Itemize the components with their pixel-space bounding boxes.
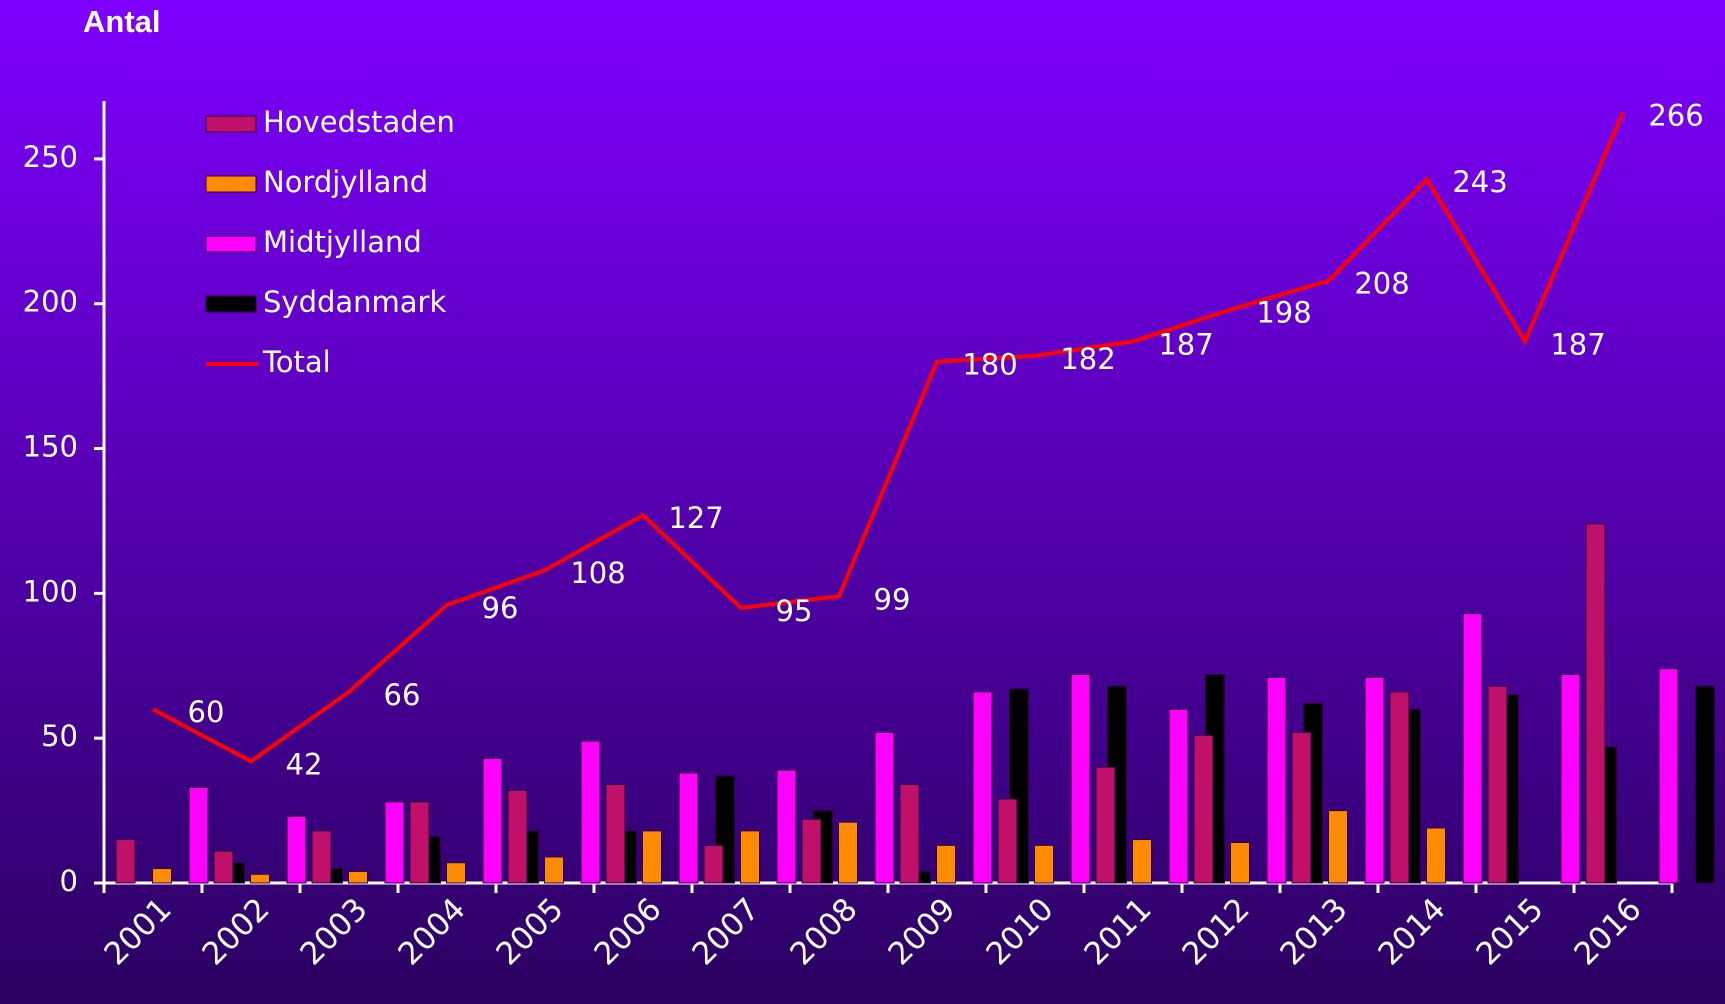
bar: [703, 844, 724, 884]
data-label: 198: [1256, 296, 1311, 330]
bar: [409, 801, 430, 884]
bar: [115, 839, 136, 884]
legend-label: Total: [262, 345, 331, 379]
y-tick-label: 100: [23, 574, 78, 608]
y-tick-label: 50: [41, 719, 78, 753]
bar: [1193, 734, 1214, 884]
data-label: 99: [874, 582, 911, 616]
bar: [1328, 810, 1348, 884]
bar: [1389, 691, 1410, 884]
bar: [874, 731, 895, 884]
bar: [1132, 839, 1152, 884]
bar: [1658, 668, 1679, 884]
bar: [213, 850, 234, 884]
bar: [997, 798, 1018, 884]
bar: [740, 830, 760, 884]
bar: [776, 769, 797, 884]
bar: [286, 815, 307, 884]
bar: [1291, 731, 1312, 884]
line: [152, 111, 1625, 764]
y-tick-label: 150: [23, 430, 78, 464]
bar: [1560, 673, 1581, 884]
data-label: 187: [1158, 327, 1213, 361]
data-label: 266: [1648, 99, 1703, 133]
bar: [446, 862, 466, 884]
bar: [188, 786, 209, 884]
data-label: 95: [776, 594, 813, 628]
data-label: 66: [384, 678, 421, 712]
data-label: 96: [482, 591, 519, 625]
legend-swatch: [205, 295, 257, 313]
bar: [1230, 841, 1250, 884]
data-label: 182: [1060, 342, 1115, 376]
bar: [1585, 523, 1606, 884]
bar: [152, 868, 172, 884]
bar: [348, 870, 368, 884]
bar: [507, 789, 528, 884]
y-tick-label: 200: [23, 285, 78, 319]
bar: [384, 801, 405, 884]
bar: [1168, 708, 1189, 884]
y-tick-label: 0: [60, 864, 78, 898]
legend-swatch: [205, 115, 257, 133]
bar: [678, 772, 699, 884]
bar: [544, 856, 564, 884]
legend-label: Syddanmark: [263, 285, 446, 319]
bar: [1095, 766, 1116, 884]
bar: [801, 818, 822, 884]
bar: [1070, 673, 1091, 884]
legend-swatch: [205, 235, 257, 253]
bar: [580, 740, 601, 884]
bar: [1364, 676, 1385, 884]
data-label: 60: [188, 695, 225, 729]
data-label: 127: [668, 501, 723, 535]
y-tick-label: 250: [23, 140, 78, 174]
bar: [1487, 685, 1508, 884]
bar: [642, 830, 662, 884]
bar: [1426, 827, 1446, 884]
legend-label: Midtjylland: [263, 225, 422, 259]
bar: [1695, 685, 1715, 884]
data-label: 108: [570, 556, 625, 590]
bar: [1462, 613, 1483, 884]
chart-title: Antal: [83, 4, 161, 39]
legend-label: Nordjylland: [263, 165, 428, 199]
bar: [1266, 676, 1287, 884]
data-label: 42: [286, 747, 323, 781]
bar: [936, 844, 956, 884]
data-label: 243: [1452, 165, 1507, 199]
bar: [972, 691, 993, 884]
data-label: 187: [1550, 327, 1605, 361]
legend-swatch: [205, 175, 257, 193]
bar: [1034, 844, 1054, 884]
bar: [311, 830, 332, 884]
data-label: 208: [1354, 267, 1409, 301]
legend-label: Hovedstaden: [263, 105, 455, 139]
bar: [838, 821, 858, 884]
bar: [250, 873, 270, 884]
data-label: 180: [962, 348, 1017, 382]
bar: [482, 757, 503, 884]
bar: [605, 784, 626, 884]
bar: [899, 784, 920, 884]
